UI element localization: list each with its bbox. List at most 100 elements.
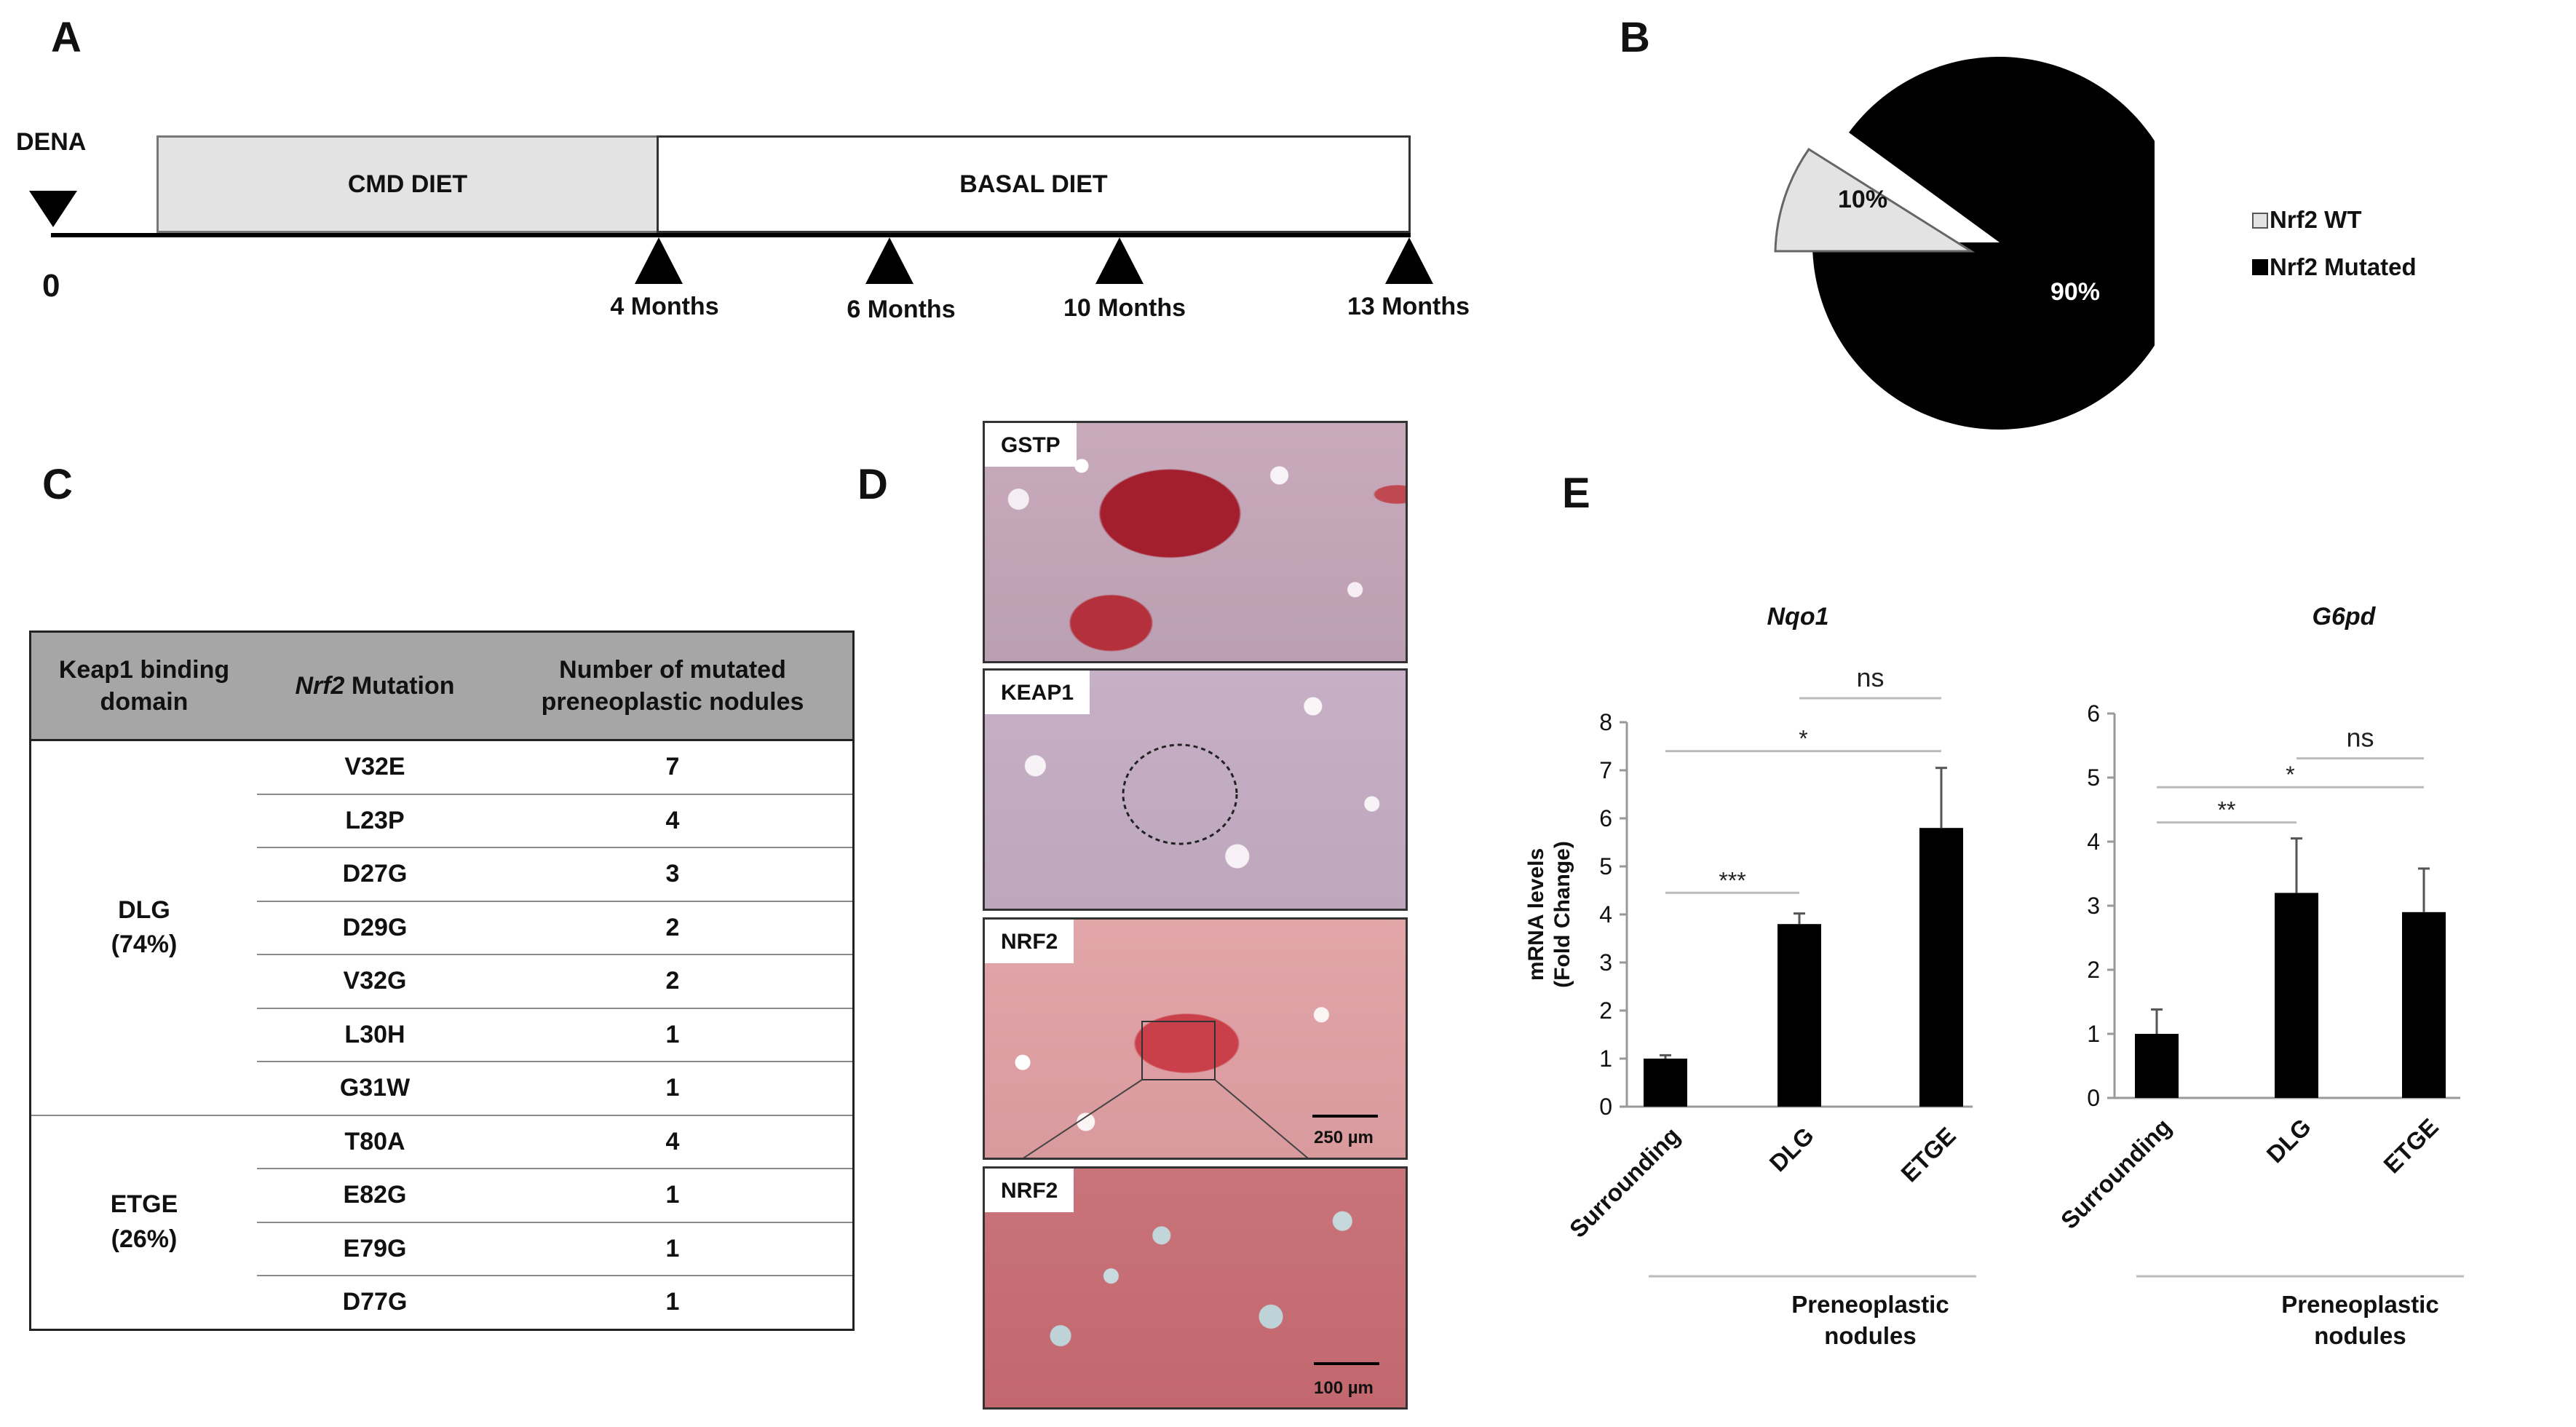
timepoint-label: 13 Months <box>1347 293 1470 320</box>
table-row: D77G 1 <box>31 1276 854 1329</box>
pie-slice-mutated <box>1812 56 2155 430</box>
y-axis-label: mRNA levels (Fold Change) <box>1524 841 1574 988</box>
nrf2-pie-chart: 10% 90% <box>1774 56 2155 430</box>
panel-letter-e: E <box>1562 470 1590 517</box>
legend-swatch-mutated <box>2252 259 2268 275</box>
table-row: D27G 3 <box>31 847 854 902</box>
dena-arrow-icon <box>29 191 77 227</box>
timeline-axis <box>51 233 1411 237</box>
mutation-cell: L23P <box>257 794 493 848</box>
micrograph-label: NRF2 <box>985 1169 1074 1212</box>
pie-label-wt: 10% <box>1838 186 1887 213</box>
bar <box>1919 828 1963 1107</box>
bar <box>1778 924 1821 1107</box>
pie-slice-wt <box>1774 147 1975 253</box>
bar <box>2402 912 2446 1098</box>
timepoint-label: 10 Months <box>1063 294 1186 322</box>
y-tick-label: 8 <box>1599 709 1612 735</box>
y-tick-label: 4 <box>2087 829 2100 855</box>
y-tick-label: 5 <box>2087 764 2100 791</box>
category-label: Surrounding <box>2056 1113 2176 1234</box>
bar <box>2275 893 2318 1098</box>
y-tick-label: 7 <box>1599 757 1612 783</box>
scale-bar-label: 100 µm <box>1314 1378 1374 1398</box>
category-label: DLG <box>1764 1122 1819 1177</box>
count-cell: 3 <box>493 847 854 902</box>
group-label: nodules <box>2314 1322 2406 1349</box>
header-nodule-count: Number of mutated preneoplastic nodules <box>493 631 854 741</box>
cmd-diet-box: CMD DIET <box>156 135 659 233</box>
table-header-row: Keap1 binding domain Nrf2 Mutation Numbe… <box>30 631 854 741</box>
nrf2-micrograph-high: NRF2 100 µm <box>983 1166 1408 1410</box>
count-cell: 2 <box>493 901 854 955</box>
y-tick-label: 1 <box>1599 1045 1612 1072</box>
count-cell: 1 <box>493 1008 854 1062</box>
y-tick-label: 6 <box>2087 700 2100 727</box>
significance-label: * <box>2286 762 2294 788</box>
mutation-cell: D27G <box>257 847 493 902</box>
timepoint-label: 4 Months <box>610 293 719 320</box>
significance-label: * <box>1799 726 1807 752</box>
panel-letter-a: A <box>51 14 82 61</box>
time-zero-label: 0 <box>42 268 60 304</box>
count-cell: 1 <box>493 1222 854 1276</box>
scale-bar <box>1314 1362 1379 1365</box>
legend-label-wt: Nrf2 WT <box>2270 206 2362 233</box>
timepoint-marker-icon <box>1095 237 1144 284</box>
table-row: ETGE (26%) T80A 4 <box>31 1115 854 1253</box>
header-keap1-domain: Keap1 binding domain <box>30 631 257 741</box>
dena-label: DENA <box>16 128 87 156</box>
cmd-diet-label: CMD DIET <box>347 170 468 198</box>
mutation-cell: E79G <box>257 1222 493 1276</box>
gstp-micrograph: GSTP <box>983 421 1408 663</box>
legend-swatch-wt <box>2252 213 2268 229</box>
y-tick-label: 6 <box>1599 805 1612 831</box>
group-label: nodules <box>1824 1322 1917 1349</box>
mutation-cell: E82G <box>257 1169 493 1223</box>
significance-label: ** <box>2218 797 2236 823</box>
mutation-cell: D29G <box>257 901 493 955</box>
table-row: G31W 1 <box>31 1062 854 1116</box>
bar <box>1644 1059 1687 1107</box>
y-tick-label: 5 <box>1599 853 1612 879</box>
significance-label: ns <box>1856 663 1884 692</box>
table-row: E82G 1 <box>31 1169 854 1223</box>
bar <box>2135 1034 2179 1098</box>
count-cell: 2 <box>493 954 854 1009</box>
table-row: V32G 2 <box>31 954 854 1009</box>
timepoint-marker-icon <box>865 237 914 284</box>
keap1-micrograph: KEAP1 <box>983 668 1408 911</box>
domain-cell-dlg: DLG (74%) <box>30 740 257 1116</box>
header-mutation: Nrf2 Mutation <box>257 631 493 741</box>
micrograph-label: GSTP <box>985 423 1077 467</box>
table-row: E79G 1 <box>31 1222 854 1276</box>
table-row: L30H 1 <box>31 1008 854 1062</box>
table-row: L23P 4 <box>31 794 854 848</box>
significance-label: ns <box>2346 723 2374 753</box>
count-cell: 7 <box>493 740 854 795</box>
mutation-cell: T80A <box>257 1115 493 1169</box>
domain-cell-etge: ETGE (26%) <box>110 1190 178 1253</box>
count-cell: 4 <box>493 794 854 848</box>
nrf2-micrograph-low: NRF2 250 µm <box>983 917 1408 1160</box>
basal-diet-label: BASAL DIET <box>959 170 1108 198</box>
y-tick-label: 4 <box>1599 901 1612 928</box>
panel-letter-c: C <box>42 461 73 508</box>
basal-diet-box: BASAL DIET <box>657 135 1411 233</box>
mutation-table: Keap1 binding domain Nrf2 Mutation Numbe… <box>29 631 855 1331</box>
mutation-cell: V32E <box>257 740 493 795</box>
group-label: Preneoplastic <box>2281 1291 2438 1318</box>
y-tick-label: 3 <box>2087 893 2100 919</box>
table-row: D29G 2 <box>31 901 854 955</box>
y-tick-label: 0 <box>2087 1085 2100 1111</box>
category-label: Surrounding <box>1564 1122 1685 1243</box>
timepoint-marker-icon <box>1385 237 1433 284</box>
chart-title: G6pd <box>2313 603 2377 631</box>
count-cell: 4 <box>493 1115 854 1169</box>
scale-bar-label: 250 µm <box>1314 1128 1374 1147</box>
mutation-cell: D77G <box>342 1288 408 1316</box>
y-tick-label: 1 <box>2087 1021 2100 1047</box>
timepoint-label: 6 Months <box>847 296 956 323</box>
nqo1-bar-chart: Nqo1 mRNA levels (Fold Change) 0 1 2 3 4 5 6 7 8 Sur… <box>1524 603 1976 1349</box>
